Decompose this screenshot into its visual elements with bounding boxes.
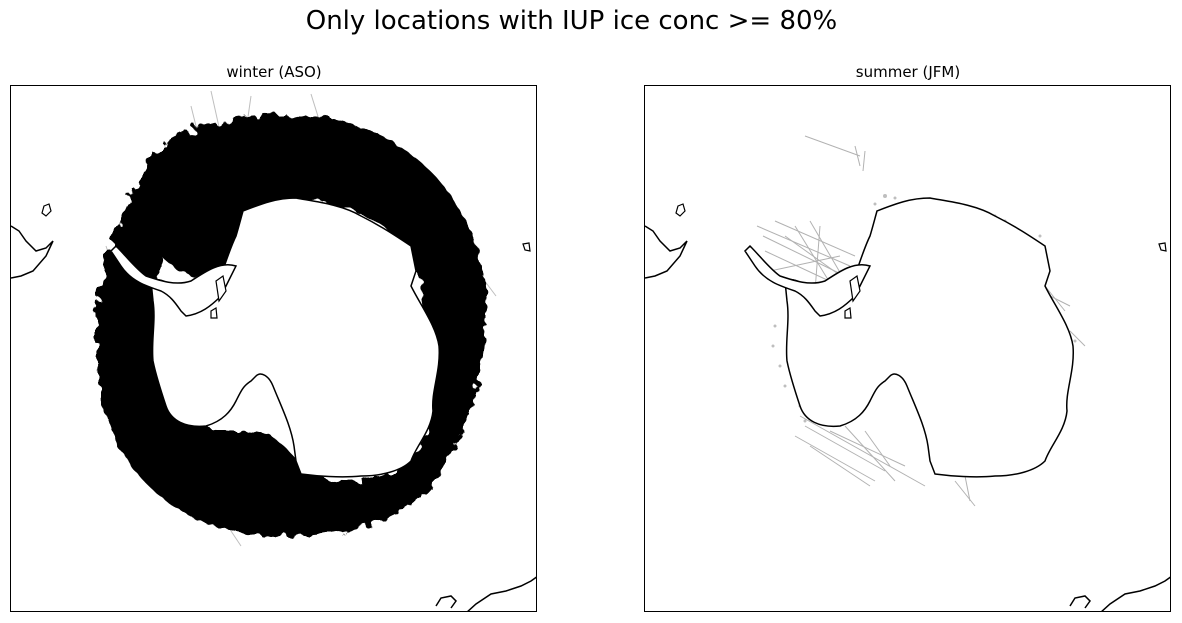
south-america-coastline (11, 225, 54, 279)
south-america-coastline (645, 225, 688, 279)
australia-coastline (435, 576, 536, 611)
island (844, 306, 852, 319)
island (849, 274, 861, 303)
ice-tracks-summer (756, 135, 1086, 507)
island (210, 306, 218, 319)
map-winter (10, 85, 537, 612)
figure-title: Only locations with IUP ice conc >= 80% (305, 6, 838, 36)
map-summer (644, 85, 1171, 612)
panel-title-summer: summer (JFM) (855, 63, 961, 81)
antarctica-coastline (784, 197, 1075, 478)
falkland-island (675, 203, 686, 217)
australia-coastline (1069, 576, 1170, 611)
antarctic-peninsula (110, 244, 238, 317)
island (522, 242, 531, 252)
island (1158, 242, 1167, 252)
panel-title-winter: winter (ASO) (226, 63, 322, 81)
falkland-island (41, 203, 52, 217)
map-summer-svg (645, 135, 1170, 611)
island (215, 274, 227, 303)
antarctic-peninsula (744, 244, 872, 317)
sea-ice-ring (96, 114, 487, 537)
map-winter-svg (11, 90, 536, 611)
ice-tracks-winter (105, 90, 497, 547)
